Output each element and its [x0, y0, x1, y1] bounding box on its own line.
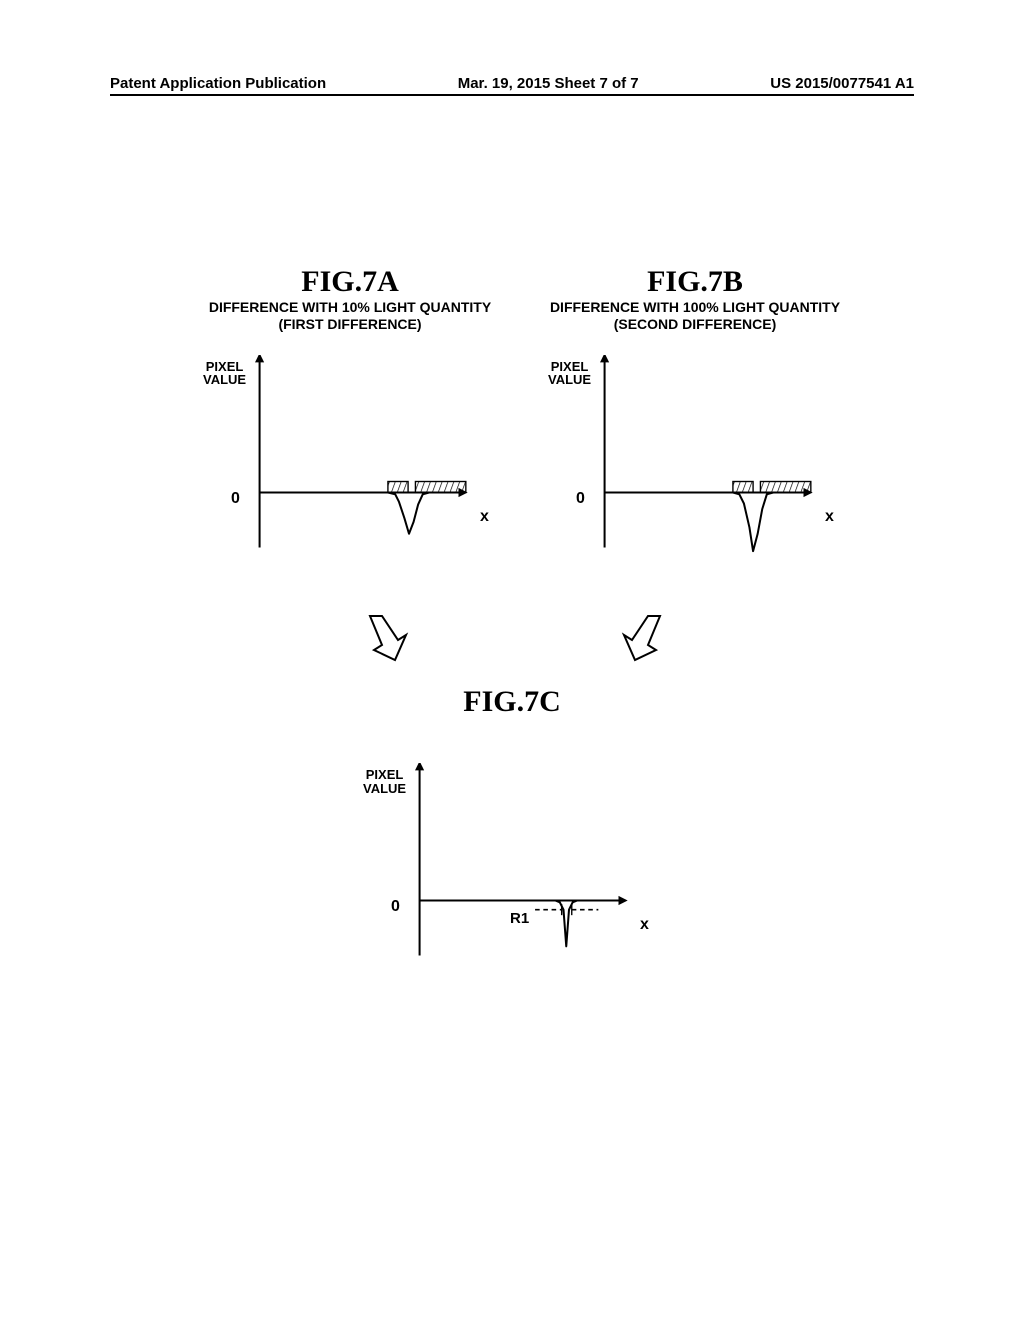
header-center: Mar. 19, 2015 Sheet 7 of 7: [326, 75, 770, 92]
figure-7a-x-axis-label: x: [480, 508, 489, 526]
figure-7c-curve: [420, 901, 626, 947]
figure-7c-title: FIG.7C: [0, 685, 1024, 719]
figure-7b-title: FIG.7B: [540, 265, 850, 299]
figure-7a-y-axis-label: PIXEL VALUE: [203, 360, 246, 387]
header-left: Patent Application Publication: [110, 75, 326, 92]
figure-7b-zero-label: 0: [576, 490, 585, 508]
figure-7b-axes: [600, 355, 813, 548]
figure-7b: FIG.7B DIFFERENCE WITH 100% LIGHT QUANTI…: [540, 265, 850, 605]
figure-7a-axes-svg: [250, 355, 480, 575]
figure-7a-chart: PIXEL VALUE 0 x: [195, 345, 505, 605]
figure-7a-title: FIG.7A: [195, 265, 505, 299]
arrow-down-left-icon: [620, 610, 670, 665]
figure-7a: FIG.7A DIFFERENCE WITH 10% LIGHT QUANTIT…: [195, 265, 505, 605]
page: Patent Application Publication Mar. 19, …: [0, 0, 1024, 1320]
figure-7c-r1-dash: [535, 904, 598, 915]
figure-7b-axes-svg: [595, 355, 825, 575]
figure-7a-hatches: [388, 481, 466, 492]
figure-7c-chart: PIXEL VALUE 0 x R1: [355, 753, 665, 1013]
header: Patent Application Publication Mar. 19, …: [110, 75, 914, 96]
figure-7c-x-axis-label: x: [640, 916, 649, 934]
figure-7a-axes: [255, 355, 468, 548]
figure-7a-curve: [260, 492, 466, 533]
figure-7b-subtitle: DIFFERENCE WITH 100% LIGHT QUANTITY (SEC…: [540, 299, 850, 333]
figure-7b-subtitle-line2: (SECOND DIFFERENCE): [614, 316, 777, 332]
figure-7a-subtitle-line1: DIFFERENCE WITH 10% LIGHT QUANTITY: [209, 299, 491, 315]
figure-7c: PIXEL VALUE 0 x R1: [355, 735, 665, 1013]
header-right: US 2015/0077541 A1: [770, 75, 914, 92]
figure-7b-y-axis-label: PIXEL VALUE: [548, 360, 591, 387]
arrow-down-right-icon: [360, 610, 410, 665]
figure-7b-x-axis-label: x: [825, 508, 834, 526]
figure-7b-subtitle-line1: DIFFERENCE WITH 100% LIGHT QUANTITY: [550, 299, 840, 315]
figure-7a-subtitle: DIFFERENCE WITH 10% LIGHT QUANTITY (FIRS…: [195, 299, 505, 333]
figure-7b-curve: [605, 492, 811, 551]
ylabel-line2: VALUE: [203, 372, 246, 387]
figure-7b-chart: PIXEL VALUE 0 x: [540, 345, 850, 605]
figure-7c-y-axis-label: PIXEL VALUE: [363, 768, 406, 795]
figure-7a-subtitle-line2: (FIRST DIFFERENCE): [278, 316, 421, 332]
figure-7a-zero-label: 0: [231, 490, 240, 508]
ylabel-line2: VALUE: [363, 781, 406, 796]
figure-7c-axes-svg: [410, 763, 640, 983]
figure-7c-zero-label: 0: [391, 898, 400, 916]
figure-7c-axes: [415, 763, 628, 956]
ylabel-line2: VALUE: [548, 372, 591, 387]
figure-7b-hatches: [733, 481, 811, 492]
